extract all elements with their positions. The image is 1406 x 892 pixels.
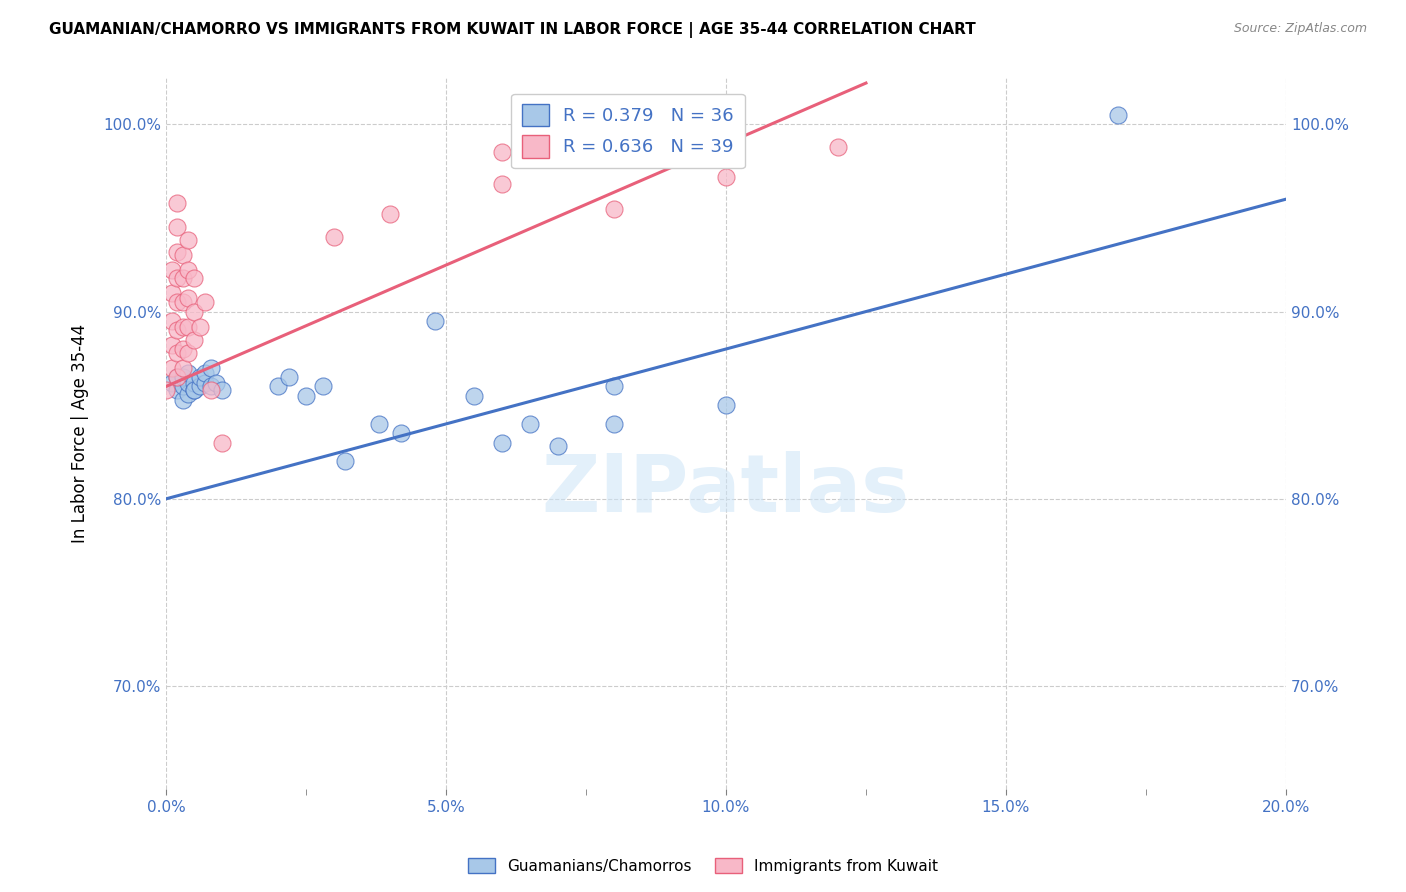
Point [211,383,233,397]
Point [172,248,194,262]
Point [177,387,200,401]
Point [177,319,200,334]
Point [603,202,626,216]
Point [323,229,346,244]
Point [200,383,222,397]
Text: Source: ZipAtlas.com: Source: ZipAtlas.com [1233,22,1367,36]
Point [160,338,183,352]
Point [166,370,188,384]
Point [166,270,188,285]
Point [463,389,485,403]
Point [166,244,188,259]
Point [172,295,194,310]
Point [194,376,217,390]
Point [166,370,188,384]
Point [166,220,188,235]
Point [188,319,211,334]
Point [183,304,205,318]
Point [603,379,626,393]
Point [714,398,737,412]
Point [155,383,177,397]
Point [160,360,183,375]
Point [278,370,301,384]
Point [177,263,200,277]
Point [172,342,194,356]
Point [160,314,183,328]
Point [200,360,222,375]
Point [160,376,183,390]
Point [166,195,188,210]
Point [312,379,335,393]
Point [827,140,849,154]
Point [267,379,290,393]
Point [295,389,318,403]
Point [194,295,217,310]
Point [1107,108,1129,122]
Text: ZIPatlas: ZIPatlas [541,451,910,529]
Point [183,383,205,397]
Point [160,263,183,277]
Point [166,345,188,359]
Point [200,379,222,393]
Point [491,145,513,160]
Point [378,207,401,221]
Point [188,379,211,393]
Point [177,367,200,381]
Point [183,376,205,390]
Point [389,426,412,441]
Point [335,454,357,468]
Point [177,345,200,359]
Point [172,270,194,285]
Point [547,439,569,453]
Point [177,233,200,247]
Point [603,417,626,431]
Point [423,314,446,328]
Point [714,169,737,184]
Point [172,379,194,393]
Point [183,333,205,347]
Point [172,370,194,384]
Point [188,370,211,384]
Point [194,367,217,381]
Point [172,392,194,407]
Point [183,270,205,285]
Point [491,435,513,450]
Point [166,295,188,310]
Point [166,383,188,397]
Point [177,376,200,390]
Point [177,292,200,306]
Point [205,376,228,390]
Point [367,417,389,431]
Legend: R = 0.379   N = 36, R = 0.636   N = 39: R = 0.379 N = 36, R = 0.636 N = 39 [510,94,745,169]
Point [183,383,205,397]
Point [172,360,194,375]
Y-axis label: In Labor Force | Age 35-44: In Labor Force | Age 35-44 [72,324,89,543]
Legend: Guamanians/Chamorros, Immigrants from Kuwait: Guamanians/Chamorros, Immigrants from Ku… [461,852,945,880]
Point [211,435,233,450]
Point [172,319,194,334]
Point [166,323,188,337]
Point [160,285,183,300]
Point [491,177,513,191]
Text: GUAMANIAN/CHAMORRO VS IMMIGRANTS FROM KUWAIT IN LABOR FORCE | AGE 35-44 CORRELAT: GUAMANIAN/CHAMORRO VS IMMIGRANTS FROM KU… [49,22,976,38]
Point [519,417,541,431]
